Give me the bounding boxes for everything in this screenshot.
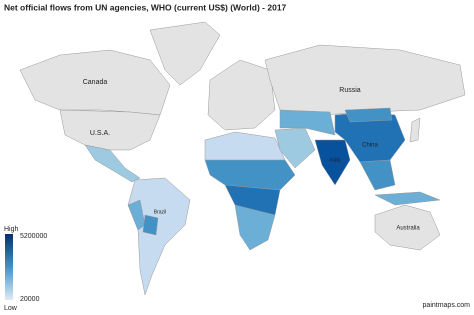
map-title: Net official flows from UN agencies, WHO… <box>4 2 287 12</box>
country-labels: Canada U.S.A. Russia China Brazil Austra… <box>83 79 421 232</box>
europe <box>207 59 276 131</box>
country-label: U.S.A. <box>90 130 110 137</box>
country-label: Canada <box>83 79 108 86</box>
country-label: China <box>362 143 378 149</box>
greenland <box>149 21 221 86</box>
country-label: Brazil <box>154 209 167 215</box>
legend-low: Low <box>4 305 18 312</box>
usa <box>59 109 161 151</box>
legend-max: 5200000 <box>20 233 47 240</box>
australia <box>374 204 441 251</box>
bolivia <box>142 214 159 236</box>
credit: paintmaps.com <box>423 302 471 309</box>
mongolia <box>344 107 393 123</box>
africa-south <box>234 204 276 251</box>
country-label: Australia <box>396 226 420 232</box>
indonesia <box>374 191 441 206</box>
legend-min: 20000 <box>20 296 40 303</box>
central-asia <box>279 109 336 136</box>
india <box>314 139 351 186</box>
world-map <box>19 21 466 296</box>
legend-high: High <box>4 226 19 233</box>
legend: High 5200000 20000 Low <box>4 226 47 312</box>
middle-east <box>274 127 316 169</box>
legend-gradient <box>5 234 13 300</box>
country-label: India <box>330 157 341 163</box>
country-label: Russia <box>339 87 361 94</box>
japan <box>409 117 421 143</box>
russia <box>264 44 466 116</box>
southeast-asia <box>359 159 396 191</box>
